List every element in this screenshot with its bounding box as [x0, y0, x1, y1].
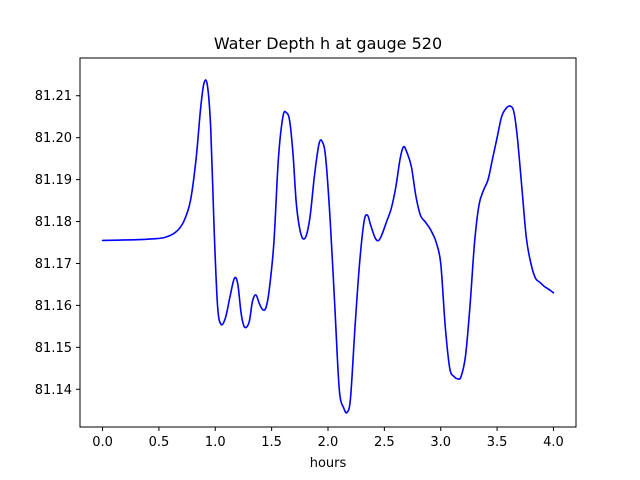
plot-frame	[79, 57, 577, 428]
x-tick-label: 0.0	[92, 435, 113, 450]
y-tick-label: 81.19	[35, 173, 72, 188]
x-tick-label: 2.0	[318, 435, 339, 450]
y-tick-label: 81.15	[35, 341, 72, 356]
chart-title: Water Depth h at gauge 520	[214, 34, 442, 53]
y-tick-label: 81.21	[35, 89, 72, 104]
y-tick-label: 81.14	[35, 383, 72, 398]
y-tick-label: 81.20	[35, 131, 72, 146]
x-tick-label: 2.5	[374, 435, 395, 450]
y-tick-label: 81.18	[35, 215, 72, 230]
x-axis-label: hours	[310, 456, 347, 471]
x-tick-label: 1.0	[205, 435, 226, 450]
y-axis: 81.14 81.15 81.16 81.17 81.18 81.19 81.20 81.21	[35, 89, 80, 398]
series-line	[101, 79, 555, 414]
x-tick-label: 4.0	[543, 435, 564, 450]
x-tick-label: 1.5	[261, 435, 282, 450]
y-tick-label: 81.16	[35, 299, 72, 314]
x-tick-label: 3.5	[487, 435, 508, 450]
plot-area	[101, 79, 555, 414]
x-tick-label: 0.5	[149, 435, 170, 450]
x-axis: 0.0 0.5 1.0 1.5 2.0 2.5 3.0 3.5 4.0	[92, 427, 564, 450]
x-tick-label: 3.0	[430, 435, 451, 450]
y-tick-label: 81.17	[35, 257, 72, 272]
